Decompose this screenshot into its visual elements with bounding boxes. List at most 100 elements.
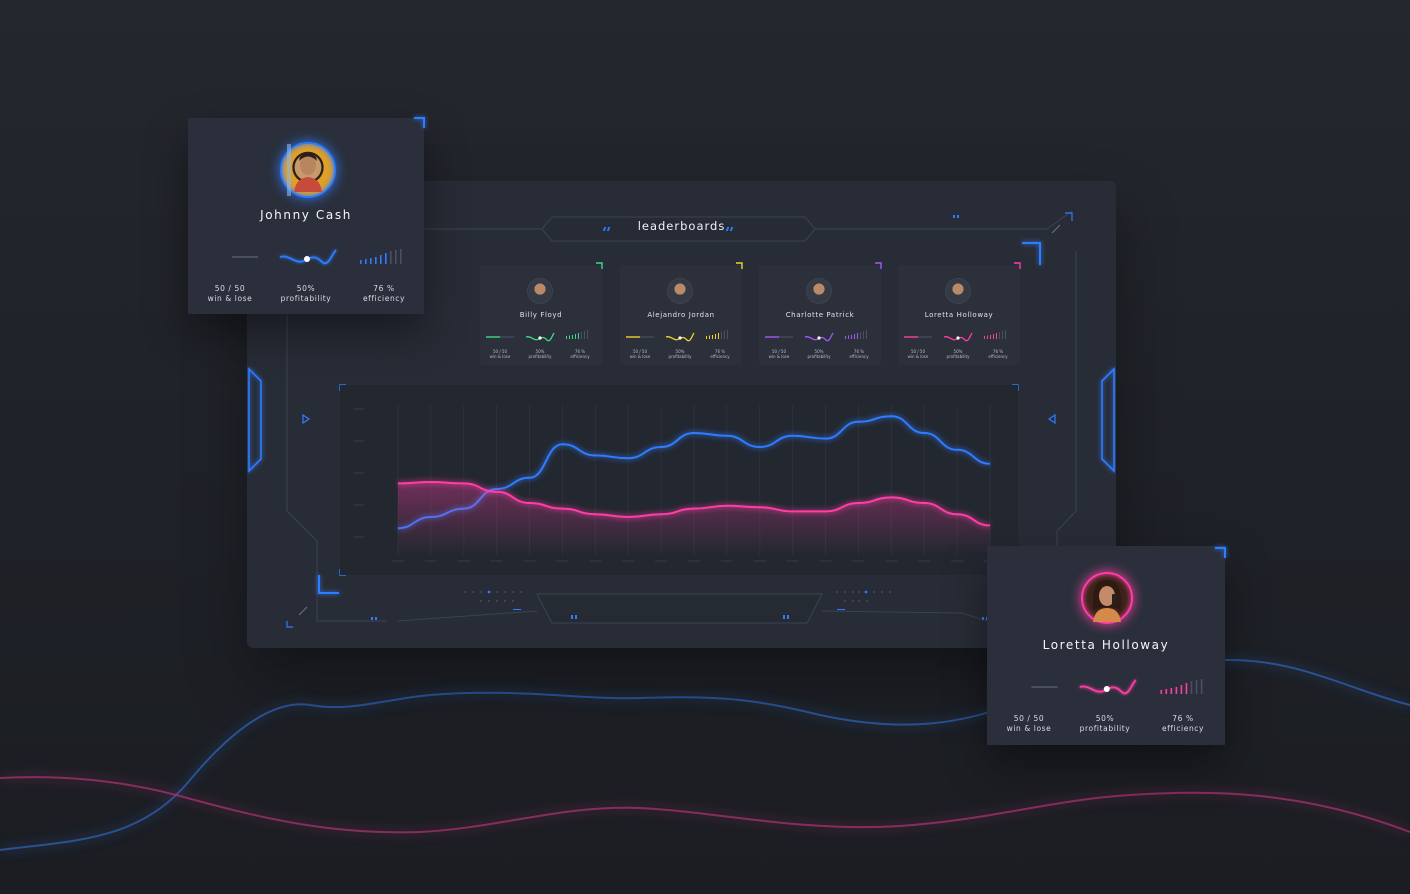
efficiency-value: 76 % [992,349,1004,354]
performance-chart-panel [340,385,1018,575]
efficiency-bar [715,334,716,339]
player-name: Charlotte Patrick [785,311,855,319]
winlose-value: 50 / 50 [214,284,246,293]
efficiency-bar [993,334,994,339]
profit-wave [1079,679,1137,695]
profit-stat: 50% profitability [938,349,978,359]
winlose-value: 50 / 50 [771,349,787,354]
profit-knob [304,256,310,262]
player-name: Loretta Holloway [924,311,994,319]
profit-value: 50% [814,349,824,354]
profile-card-johnny[interactable]: Johnny Cash 50 / 50 win & lose 50% profi… [188,117,425,314]
winlose-stat: 50 / 50 win & lose [620,349,660,359]
efficiency-label: efficiency [988,354,1008,359]
profit-knob [678,336,682,340]
winlose-stat: 50 / 50 win & lose [898,349,938,359]
profit-label: profitability [1079,724,1131,733]
efficiency-bar [1190,681,1193,694]
player-card[interactable]: Alejandro Jordan 50 / 50 win & lose 50% … [620,262,743,365]
profit-wave [943,332,973,342]
efficiency-bar [709,335,710,339]
efficiency-bar [587,330,588,339]
efficiency-bar [581,332,582,339]
efficiency-bar [863,331,864,339]
arrow-left-icon [1047,413,1056,425]
profile-stat-graphics [202,249,402,265]
efficiency-value: 76 % [714,349,726,354]
winlose-stat: 50 / 50 win & lose [759,349,799,359]
efficiency-bar [572,335,573,339]
profile-card-decor [414,117,425,128]
efficiency-stat: 76 % efficiency [700,349,740,359]
player-stat-graphics [486,330,588,342]
efficiency-bar [584,331,585,339]
profit-label: profitability [528,354,552,359]
efficiency-bar [1180,685,1183,694]
efficiency-stat: 76 % efficiency [1155,714,1211,734]
efficiency-bar [365,259,367,264]
efficiency-bar [987,335,988,339]
profit-stat: 50% profitability [799,349,839,359]
profit-stat: 50% profitability [520,349,560,359]
efficiency-label: efficiency [362,294,406,303]
player-card-corner [736,262,743,269]
profile-card-loretta[interactable]: Loretta Holloway 50 / 50 win & lose 50% … [987,546,1226,745]
player-stat-graphics [904,330,1006,342]
player-card[interactable]: Billy Floyd 50 / 50 win & lose 50% profi… [480,262,603,365]
profile-name: Johnny Cash [260,208,352,222]
profit-knob [1103,686,1110,692]
player-card-corner [1014,262,1021,269]
efficiency-bar [1195,680,1198,694]
efficiency-label: efficiency [1161,724,1205,733]
winlose-label: win & lose [768,354,790,359]
efficiency-bar [854,334,855,339]
background-wave-pink [0,776,1410,834]
profit-value: 50% [296,284,316,293]
profit-value: 50% [1095,714,1115,723]
arrow-right-icon [302,413,311,425]
player-name: Billy Floyd [519,311,563,319]
profit-value: 50% [535,349,545,354]
efficiency-label: efficiency [710,354,730,359]
efficiency-bar [375,257,377,264]
avatar-billy-icon [528,279,552,303]
profile-card-decor [1215,547,1226,558]
player-card-corner [875,262,882,269]
efficiency-bar [1175,687,1178,694]
avatar-charlotte-icon [807,279,831,303]
efficiency-bar [1002,331,1003,339]
efficiency-bar [400,249,402,264]
efficiency-label: efficiency [849,354,869,359]
player-stat-graphics [626,330,728,342]
profile-stat-graphics [1001,679,1203,695]
profit-stat: 50% profitability [660,349,700,359]
efficiency-bar [395,250,397,264]
player-name: Alejandro Jordan [647,311,715,319]
winlose-stat: 50 / 50 win & lose [1001,714,1057,734]
efficiency-bar [712,335,713,339]
series-line-blue [397,415,991,530]
winlose-value: 50 / 50 [910,349,926,354]
efficiency-bar [706,336,707,339]
winlose-stat: 50 / 50 win & lose [202,284,258,304]
profit-knob [817,336,821,340]
efficiency-stat: 76 % efficiency [356,284,412,304]
efficiency-bar [860,332,861,339]
efficiency-bar [845,336,846,339]
player-card[interactable]: Loretta Holloway 50 / 50 win & lose 50% … [898,262,1021,365]
avatar-loretta-icon [946,279,970,303]
efficiency-label: efficiency [570,354,590,359]
efficiency-bar [370,258,372,264]
profit-label: profitability [668,354,692,359]
efficiency-stat: 76 % efficiency [978,349,1018,359]
winlose-value: 50 / 50 [492,349,508,354]
performance-line-chart [354,405,996,562]
efficiency-bar [1005,330,1006,339]
efficiency-bar [1200,679,1203,694]
efficiency-stat: 76 % efficiency [839,349,879,359]
efficiency-bar [857,333,858,339]
avatar-johnny-icon [280,142,336,198]
efficiency-bar [866,330,867,339]
player-card[interactable]: Charlotte Patrick 50 / 50 win & lose 50%… [759,262,882,365]
winlose-label: win & lose [629,354,651,359]
